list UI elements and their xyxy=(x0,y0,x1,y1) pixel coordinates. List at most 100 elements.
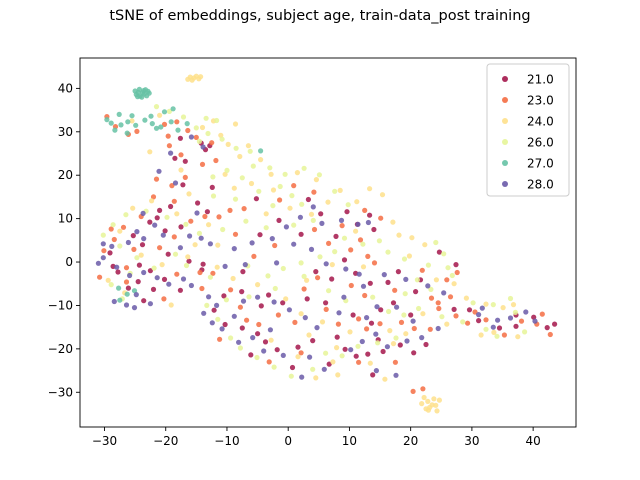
data-point xyxy=(258,303,264,309)
y-tick-label: 40 xyxy=(58,81,73,95)
data-point xyxy=(382,376,388,382)
data-point xyxy=(345,202,351,208)
data-point xyxy=(114,264,120,270)
data-point xyxy=(275,312,281,318)
data-point xyxy=(104,117,110,123)
data-point xyxy=(333,233,339,239)
data-point xyxy=(115,269,121,275)
data-point xyxy=(172,180,179,186)
data-point xyxy=(254,354,260,361)
data-point xyxy=(142,87,149,93)
data-point xyxy=(393,335,399,341)
data-point xyxy=(161,121,168,127)
data-point xyxy=(237,304,243,310)
data-point xyxy=(157,245,163,251)
data-point xyxy=(453,313,459,319)
data-point xyxy=(237,345,243,351)
data-point xyxy=(323,261,329,267)
data-point xyxy=(270,203,276,209)
data-point xyxy=(341,235,348,241)
data-point xyxy=(510,302,517,308)
data-point xyxy=(108,120,114,126)
data-point xyxy=(136,262,142,268)
data-point xyxy=(166,143,172,149)
data-point xyxy=(178,167,184,173)
data-point xyxy=(436,305,442,312)
data-point xyxy=(174,211,180,217)
data-point xyxy=(183,221,189,227)
data-point xyxy=(165,251,171,257)
data-point xyxy=(222,321,228,328)
data-point xyxy=(118,122,124,128)
data-point xyxy=(210,193,217,199)
data-point xyxy=(199,285,205,292)
series-23.0 xyxy=(97,114,553,394)
data-point xyxy=(315,275,321,281)
data-point xyxy=(189,77,195,83)
data-point xyxy=(108,282,114,288)
data-point xyxy=(379,192,386,198)
data-point xyxy=(148,113,154,119)
legend-marker xyxy=(502,160,508,166)
data-point xyxy=(393,372,399,378)
data-point xyxy=(310,204,316,210)
data-point xyxy=(182,158,188,164)
data-point xyxy=(250,335,256,341)
y-tick-label: 20 xyxy=(58,168,73,182)
legend-marker xyxy=(502,118,508,124)
data-point xyxy=(307,354,313,360)
data-point xyxy=(449,272,455,279)
data-point xyxy=(274,347,280,353)
data-point xyxy=(396,232,402,238)
data-point xyxy=(242,262,248,268)
data-point xyxy=(232,121,239,127)
data-point xyxy=(219,136,225,142)
data-point xyxy=(150,194,157,200)
data-point xyxy=(367,280,373,286)
data-point xyxy=(255,282,261,288)
data-point xyxy=(335,372,341,378)
data-point xyxy=(255,331,261,337)
data-point xyxy=(231,185,237,191)
data-point xyxy=(350,312,356,318)
data-point xyxy=(348,347,354,353)
data-point xyxy=(323,306,329,312)
data-point xyxy=(406,253,412,259)
data-point xyxy=(380,348,386,355)
data-point xyxy=(291,241,297,247)
data-point xyxy=(206,294,212,300)
data-point xyxy=(490,324,496,330)
data-point xyxy=(180,182,186,188)
data-point xyxy=(117,297,123,303)
data-point xyxy=(523,309,529,315)
data-point xyxy=(168,203,174,210)
data-point xyxy=(515,334,521,340)
legend-label: 24.0 xyxy=(527,115,554,129)
data-point xyxy=(385,279,391,285)
legend-label: 23.0 xyxy=(527,94,554,108)
data-point xyxy=(188,282,194,289)
data-point xyxy=(185,127,191,134)
data-point xyxy=(138,252,144,258)
data-point xyxy=(367,186,373,192)
data-point xyxy=(435,325,441,332)
data-point xyxy=(147,268,153,274)
data-point xyxy=(210,174,216,180)
data-point xyxy=(378,307,384,313)
data-point xyxy=(364,326,370,332)
data-point xyxy=(269,236,275,242)
data-point xyxy=(186,191,192,197)
data-point xyxy=(329,276,335,282)
data-point xyxy=(316,172,322,178)
data-point xyxy=(247,148,253,154)
data-point xyxy=(365,219,371,226)
data-point xyxy=(390,300,397,306)
data-point xyxy=(335,321,341,327)
data-point xyxy=(365,253,371,259)
data-point xyxy=(207,241,213,247)
data-point xyxy=(348,247,354,253)
data-point xyxy=(244,317,250,323)
data-point xyxy=(371,260,378,266)
data-point xyxy=(395,269,401,275)
data-point xyxy=(343,266,349,272)
